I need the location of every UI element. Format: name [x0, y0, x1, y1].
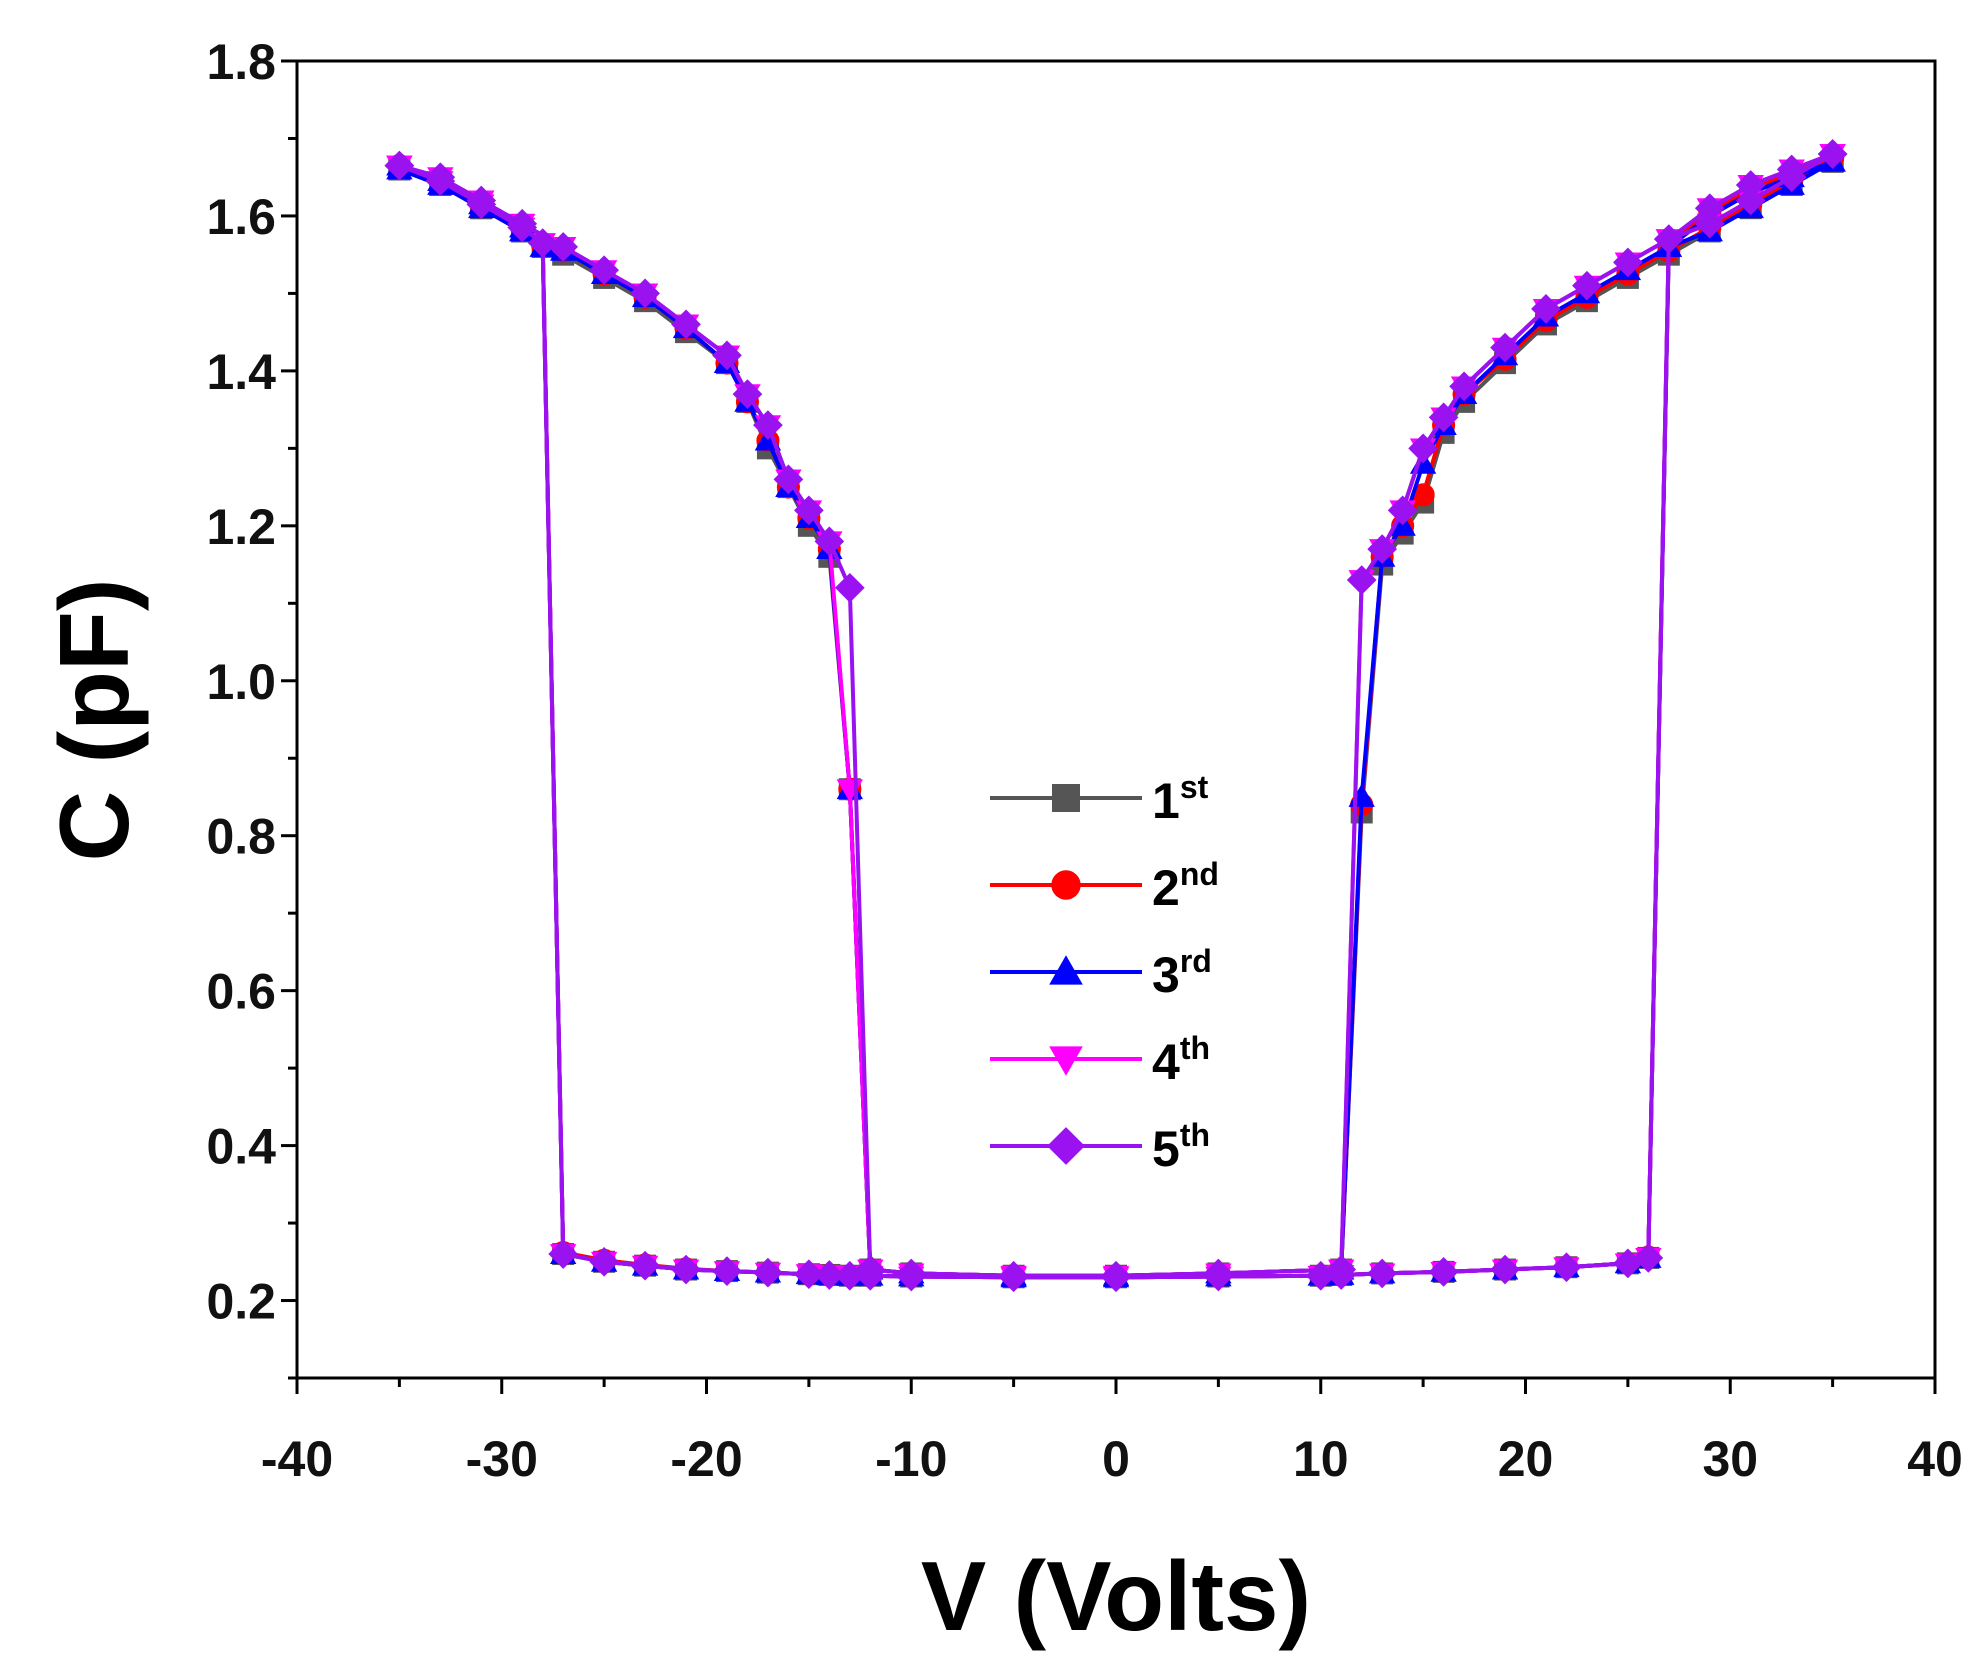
- data-point-5th: [814, 1260, 845, 1290]
- data-point-5th: [548, 1239, 579, 1269]
- data-point-5th: [712, 1256, 742, 1286]
- data-point-5th: [1367, 534, 1398, 564]
- data-point-5th: [1776, 162, 1807, 193]
- data-point-5th: [1346, 565, 1377, 595]
- x-tick-label: -10: [875, 1431, 947, 1487]
- y-axis-title: C (pF): [39, 579, 149, 862]
- y-tick-label: 0.2: [206, 1274, 276, 1330]
- x-tick-label: -20: [670, 1431, 742, 1487]
- data-point-5th: [1613, 1248, 1643, 1279]
- data-point-5th: [1428, 402, 1459, 433]
- x-tick-label: 30: [1702, 1431, 1758, 1487]
- legend-label: 3rd: [1152, 943, 1212, 1003]
- legend-item-1st: 1st: [990, 769, 1209, 829]
- y-tick-label: 0.8: [206, 809, 276, 865]
- data-point-5th: [1449, 371, 1479, 402]
- data-point-5th: [753, 1257, 783, 1288]
- legend-item-4th: 4th: [990, 1030, 1210, 1090]
- data-point-5th: [671, 309, 701, 340]
- legend-label: 5th: [1152, 1117, 1210, 1177]
- data-point-5th: [1531, 294, 1561, 324]
- data-point-5th: [1203, 1258, 1234, 1289]
- legend-marker: [1049, 955, 1083, 985]
- legend-marker: [1049, 1046, 1083, 1076]
- data-point-5th: [1694, 193, 1725, 224]
- data-point-5th: [630, 1250, 660, 1281]
- y-tick-label: 1.8: [206, 34, 276, 90]
- data-point-5th: [1387, 495, 1418, 526]
- data-point-5th: [1694, 208, 1725, 239]
- data-point-5th: [425, 162, 456, 193]
- data-point-5th: [712, 340, 742, 371]
- x-tick-label: 40: [1907, 1431, 1963, 1487]
- data-point-5th: [1735, 170, 1766, 200]
- y-tick-label: 1.4: [206, 344, 276, 400]
- ticks-layer: [281, 59, 1937, 1394]
- data-point-5th: [589, 1246, 619, 1277]
- y-tick-label: 1.2: [206, 499, 276, 555]
- data-point-5th: [671, 1254, 701, 1285]
- data-point-5th: [753, 410, 783, 440]
- data-point-5th: [794, 495, 824, 526]
- legend-label: 4th: [1152, 1030, 1210, 1090]
- data-point-5th: [1408, 433, 1438, 464]
- data-point-5th: [589, 255, 619, 286]
- legend-marker: [1047, 1127, 1085, 1165]
- y-tick-label: 0.4: [206, 1119, 276, 1175]
- legend-label: 2nd: [1152, 856, 1219, 916]
- x-tick-label: 20: [1498, 1431, 1554, 1487]
- data-point-5th: [1633, 1243, 1664, 1273]
- y-tick-label: 0.6: [206, 964, 276, 1020]
- tick-labels-layer: -40 -30 -20 -10 0 10 20 30 40 0.2 0.4 0.6 0.8 1.0 1.2 1…: [206, 34, 1962, 1487]
- x-axis-title: V (Volts): [921, 1541, 1311, 1651]
- data-point-5th: [1101, 1260, 1131, 1291]
- legend-label: 1st: [1152, 769, 1209, 829]
- data-point-5th: [834, 572, 865, 603]
- data-point-5th: [466, 185, 497, 216]
- legend-item-5th: 5th: [990, 1117, 1210, 1177]
- data-point-2nd: [1411, 483, 1435, 507]
- data-point-5th: [507, 208, 538, 239]
- legend-marker: [1051, 870, 1081, 900]
- legend-marker: [1052, 784, 1080, 812]
- legend-item-2nd: 2nd: [990, 856, 1219, 916]
- data-point-5th: [814, 526, 845, 557]
- data-point-5th: [794, 1259, 824, 1290]
- x-tick-label: -30: [466, 1431, 538, 1487]
- data-point-5th: [548, 232, 579, 262]
- data-point-5th: [1817, 139, 1848, 169]
- series-5th: [384, 139, 1848, 1293]
- data-point-5th: [1572, 270, 1602, 301]
- data-point-5th: [630, 278, 660, 309]
- data-point-5th: [1735, 185, 1766, 216]
- data-point-5th: [1490, 332, 1520, 363]
- y-tick-label: 1.6: [206, 189, 276, 245]
- x-tick-label: -40: [261, 1431, 333, 1487]
- data-point-5th: [1326, 1254, 1357, 1285]
- data-point-5th: [896, 1258, 927, 1289]
- data-point-5th: [1490, 1254, 1520, 1285]
- data-point-5th: [1551, 1252, 1582, 1283]
- data-point-5th: [1367, 1258, 1398, 1289]
- data-point-5th: [527, 228, 558, 258]
- series-layer: [384, 139, 1848, 1293]
- legend: 1st 2nd 3rd 4th 5th: [990, 769, 1219, 1177]
- data-point-5th: [855, 1254, 886, 1285]
- data-point-5th: [773, 464, 804, 495]
- x-tick-label: 10: [1293, 1431, 1349, 1487]
- data-point-5th: [1428, 1257, 1459, 1287]
- data-point-5th: [1613, 247, 1643, 278]
- y-tick-label: 1.0: [206, 654, 276, 710]
- data-point-5th: [732, 379, 763, 409]
- data-point-5th: [998, 1260, 1029, 1291]
- data-point-5th: [384, 150, 415, 181]
- x-tick-label: 0: [1102, 1431, 1130, 1487]
- data-point-5th: [1653, 224, 1684, 255]
- legend-item-3rd: 3rd: [990, 943, 1212, 1003]
